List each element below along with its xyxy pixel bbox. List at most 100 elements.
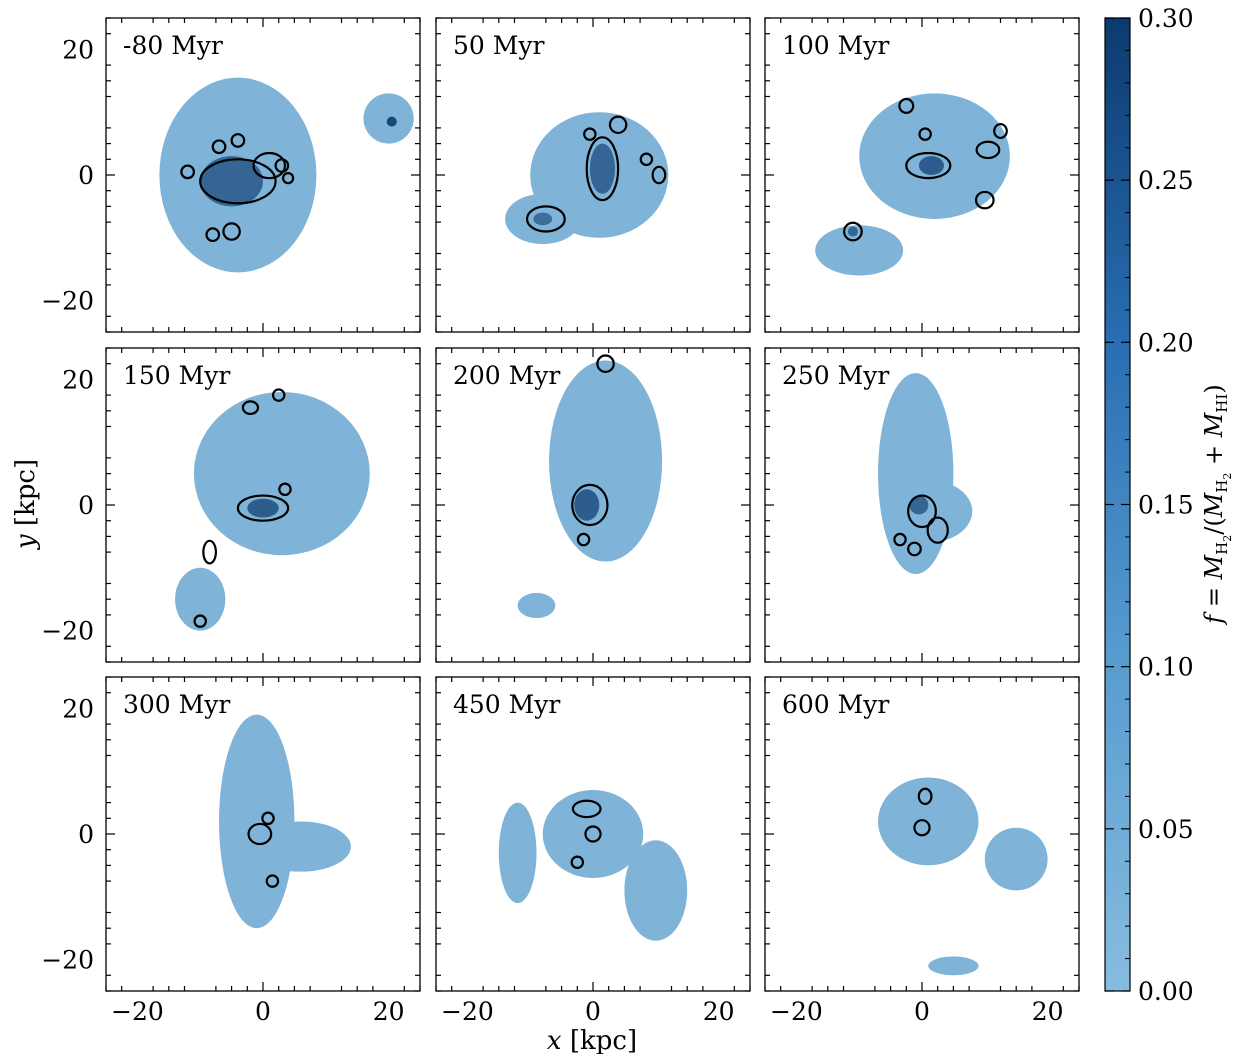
h2-contour: [993, 123, 1008, 140]
fraction-region: [884, 479, 973, 543]
colorbar: 0.00 0.05 0.10 0.15 0.20 0.25 0.30 f = MH2/(MH…: [1104, 4, 1234, 1006]
h2-contour: [913, 819, 931, 837]
fraction-region: [247, 498, 279, 518]
panel-9: 600 Myr −20 0 20: [764, 676, 1080, 1026]
panel-ticks: [105, 347, 421, 663]
fraction-region: [250, 821, 351, 872]
colorbar-tick-label: 0.30: [1138, 4, 1194, 33]
h2-contour: [193, 614, 207, 628]
panel-time-label: 300 Myr: [123, 690, 230, 719]
panel-time-label: 100 Myr: [782, 31, 889, 60]
panel-time-label: 600 Myr: [782, 690, 889, 719]
h2-contour: [271, 388, 286, 402]
fraction-region: [386, 116, 397, 127]
panel-ticks: [105, 676, 421, 992]
fraction-region: [219, 714, 295, 929]
x-tick-label: 20: [373, 997, 405, 1026]
panel-time-label: 200 Myr: [453, 361, 560, 390]
h2-contour: [583, 127, 597, 141]
panel-ticks: [435, 347, 751, 663]
h2-contour: [281, 172, 295, 185]
panel-8: 450 Myr −20 0 20: [435, 676, 751, 1026]
h2-contour: [525, 205, 566, 233]
h2-contour: [576, 532, 591, 547]
h2-contour: [222, 222, 241, 241]
h2-contour: [608, 115, 628, 135]
h2-contour: [907, 541, 922, 557]
panel-3: 100 Myr: [764, 17, 1080, 333]
fraction-region: [542, 790, 644, 878]
h2-contour: [252, 151, 287, 180]
panel-ticks: [764, 347, 1080, 663]
fraction-region: [589, 143, 615, 194]
y-tick-label: 20: [62, 694, 94, 723]
h2-contour: [907, 494, 937, 529]
fraction-region: [533, 212, 553, 226]
x-tick-label: 0: [585, 997, 601, 1026]
fraction-region: [909, 495, 929, 515]
h2-contour: [180, 164, 196, 180]
x-tick-label: 0: [914, 997, 930, 1026]
panel-ticks: [764, 676, 1080, 992]
x-tick-label: 20: [703, 997, 735, 1026]
colorbar-tick-label: 0.20: [1138, 328, 1194, 357]
colorbar-label: f = MH2/(MH2 + MHI): [1200, 384, 1234, 625]
h2-contour: [584, 825, 602, 843]
h2-contour: [926, 516, 949, 544]
x-tick-label: −20: [441, 997, 494, 1026]
panel-6: 250 Myr: [764, 347, 1080, 663]
x-axis-label: x [kpc]: [547, 1026, 637, 1054]
h2-contour: [199, 158, 277, 205]
fraction-region: [517, 592, 556, 619]
fraction-region: [175, 567, 226, 631]
x-tick-label: −20: [111, 997, 164, 1026]
h2-contour: [918, 127, 932, 141]
h2-contour: [241, 400, 260, 416]
fraction-region: [624, 840, 688, 941]
h2-contour: [265, 874, 280, 888]
h2-contour: [843, 221, 863, 242]
h2-contour: [571, 799, 602, 819]
panel-time-label: 50 Myr: [453, 31, 544, 60]
y-tick-label: 0: [78, 491, 94, 520]
y-axis-label: y [kpc]: [11, 459, 41, 550]
x-tick-label: 0: [255, 997, 271, 1026]
colorbar-tick-label: 0.05: [1138, 815, 1194, 844]
y-tick-label: 20: [62, 35, 94, 64]
panel-ticks: [435, 676, 751, 992]
fraction-region: [878, 373, 954, 575]
h2-contour: [278, 482, 292, 497]
fraction-region: [574, 489, 600, 521]
fraction-region: [928, 956, 979, 976]
panel-time-label: 150 Myr: [123, 361, 230, 390]
panel-4: 150 Myr 20 0 −20: [41, 347, 421, 663]
y-tick-label: 0: [78, 161, 94, 190]
h2-contour: [570, 855, 585, 870]
h2-contour: [975, 140, 1001, 160]
panel-grid: -80 Myr 20 0 −20 50 Myr 100 Myr 150 Myr 20 0 −20 2…: [41, 17, 1080, 1026]
h2-contour: [917, 787, 933, 805]
panel-5: 200 Myr: [435, 347, 751, 663]
h2-contour: [571, 483, 609, 527]
colorbar-tick-label: 0.25: [1138, 166, 1194, 195]
panel-ticks: [105, 17, 421, 333]
fraction-region: [918, 156, 944, 175]
y-tick-label: 20: [62, 365, 94, 394]
x-tick-label: 20: [1032, 997, 1064, 1026]
fraction-region: [847, 226, 858, 237]
h2-contour: [974, 190, 995, 210]
h2-contour: [261, 811, 275, 826]
panel-time-label: 250 Myr: [782, 361, 889, 390]
x-tick-label: −20: [770, 997, 823, 1026]
panel-ticks: [435, 17, 751, 333]
y-tick-label: 0: [78, 820, 94, 849]
panel-time-label: 450 Myr: [453, 690, 560, 719]
h2-contour: [596, 354, 615, 373]
colorbar-tick-label: 0.15: [1138, 491, 1194, 520]
panel-2: 50 Myr: [435, 17, 751, 333]
panel-7: 300 Myr 20 0 −20 −20 0 20: [41, 676, 421, 1026]
fraction-region: [859, 93, 1010, 219]
h2-contour: [898, 97, 915, 114]
panel-ticks: [764, 17, 1080, 333]
y-tick-label: −20: [41, 287, 94, 316]
